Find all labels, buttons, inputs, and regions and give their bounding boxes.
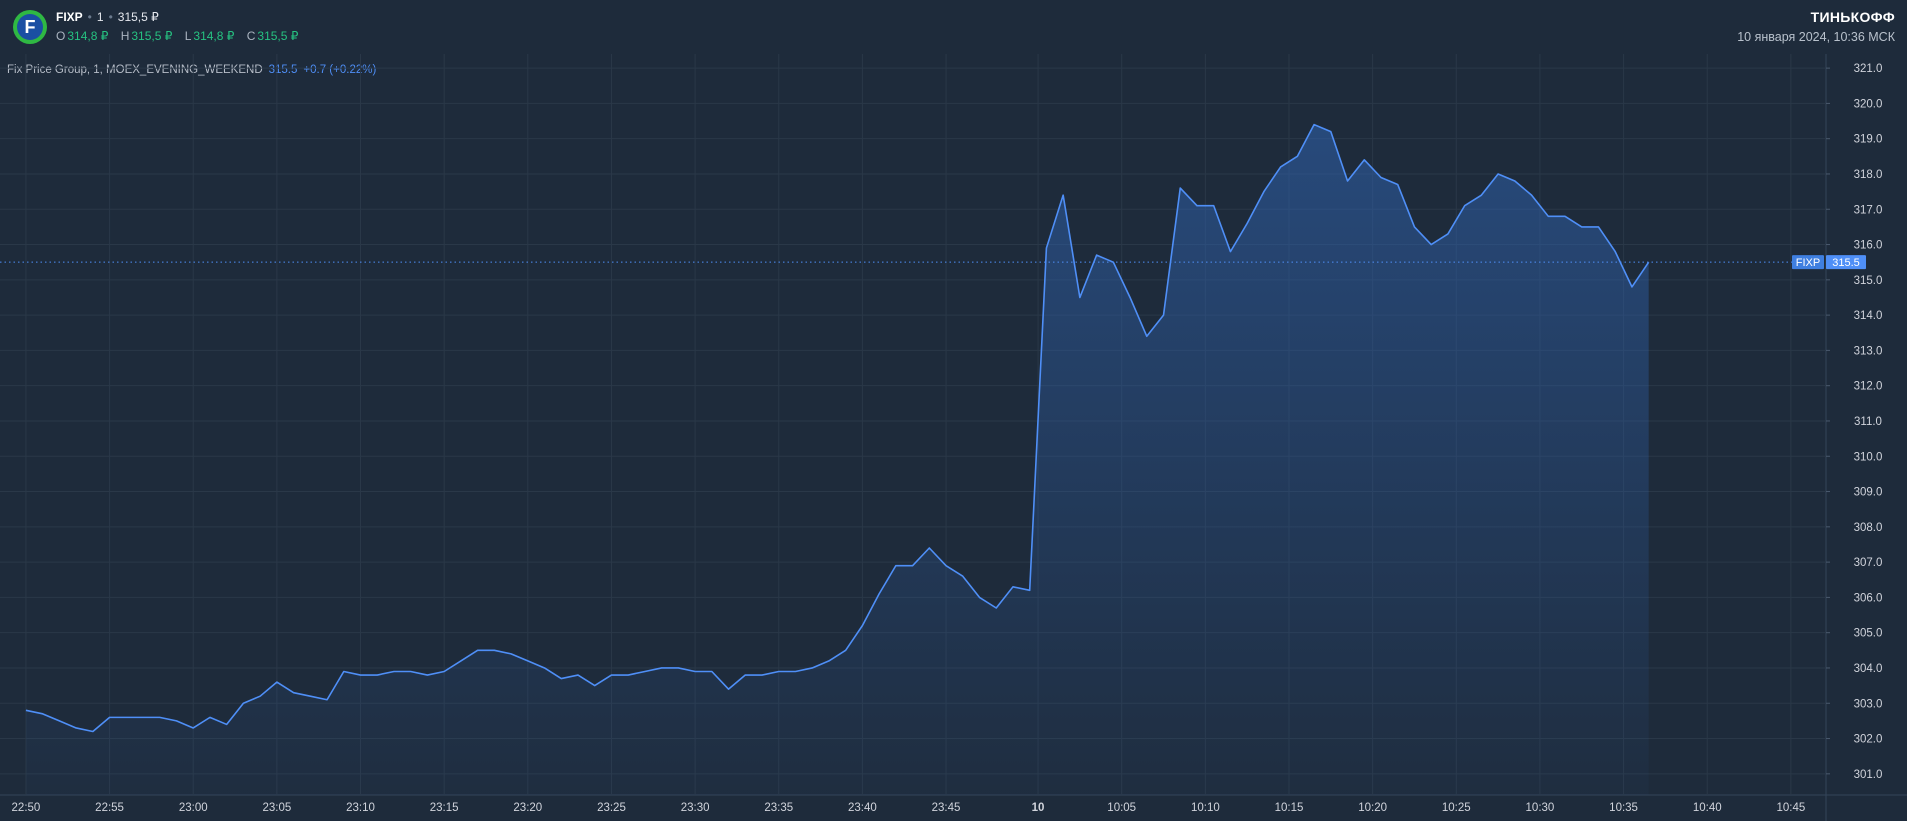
y-tick-label: 319.0 <box>1854 134 1883 146</box>
x-tick-label: 10:30 <box>1526 802 1555 814</box>
y-tick-label: 302.0 <box>1854 734 1883 746</box>
y-tick-label: 321.0 <box>1854 63 1883 75</box>
symbol-line: FIXP • 1 • 315,5 ₽ <box>56 10 159 24</box>
fixprice-logo-icon: F <box>13 10 47 44</box>
x-tick-label: 23:00 <box>179 802 208 814</box>
interval-value[interactable]: 1 <box>96 10 104 24</box>
y-tick-label: 306.0 <box>1854 592 1883 604</box>
y-tick-label: 313.0 <box>1854 345 1883 357</box>
x-tick-label: 23:05 <box>262 802 291 814</box>
x-tick-label: 10:20 <box>1358 802 1387 814</box>
x-tick-label: 23:35 <box>764 802 793 814</box>
y-tick-label: 310.0 <box>1854 451 1883 463</box>
y-tick-label: 301.0 <box>1854 769 1883 781</box>
y-tick-label: 320.0 <box>1854 98 1883 110</box>
x-tick-label: 10 <box>1032 802 1045 814</box>
x-tick-label: 22:50 <box>12 802 41 814</box>
price-tag-value-bg <box>1826 255 1866 270</box>
series-change: +0.7 (+0.22%) <box>303 64 377 76</box>
x-tick-label: 23:45 <box>932 802 961 814</box>
y-tick-label: 315.0 <box>1854 275 1883 287</box>
y-tick-label: 311.0 <box>1854 416 1882 428</box>
current-price: 315,5 ₽ <box>117 10 159 24</box>
price-area-fill <box>25 124 1649 795</box>
series-name: Fix Price Group, 1, MOEX_EVENING_WEEKEND <box>7 64 263 76</box>
low-value: 314,8 ₽ <box>193 29 235 43</box>
ohlc-line: O 314,8 ₽ H 315,5 ₽ L 314,8 ₽ C 315,5 ₽ <box>56 29 307 43</box>
y-tick-label: 318.0 <box>1854 169 1883 181</box>
high-label: H <box>120 29 130 43</box>
y-tick-label: 307.0 <box>1854 557 1883 569</box>
low-label: L <box>184 29 192 43</box>
y-tick-label: 309.0 <box>1854 487 1883 499</box>
x-tick-label: 23:40 <box>848 802 877 814</box>
x-tick-label: 10:05 <box>1107 802 1136 814</box>
y-tick-label: 314.0 <box>1854 310 1883 322</box>
x-tick-label: 10:10 <box>1191 802 1220 814</box>
series-legend: Fix Price Group, 1, MOEX_EVENING_WEEKEND… <box>7 64 376 76</box>
x-tick-label: 10:40 <box>1693 802 1722 814</box>
open-label: O <box>56 29 66 43</box>
timestamp: 10 января 2024, 10:36 МСК <box>1737 30 1895 44</box>
time-axis[interactable]: 22:50 22:55 23:00 23:05 23:10 23:15 23:20 23:25… <box>12 802 1806 814</box>
price-line <box>25 123 1650 733</box>
high-value: 315,5 ₽ <box>131 29 173 43</box>
y-tick-label: 312.0 <box>1854 381 1883 393</box>
ticker-symbol[interactable]: FIXP <box>56 10 83 24</box>
x-tick-label: 10:15 <box>1275 802 1304 814</box>
y-tick-label: 316.0 <box>1854 240 1883 252</box>
y-tick-label: 303.0 <box>1854 698 1883 710</box>
brand-logo-text: ТИНЬКОФФ <box>1810 9 1895 25</box>
y-tick-label: 304.0 <box>1854 663 1883 675</box>
price-tag-ticker-bg <box>1792 255 1824 270</box>
close-label: C <box>246 29 256 43</box>
y-tick-label: 317.0 <box>1854 204 1883 216</box>
series-last-value: 315.5 <box>268 64 298 76</box>
last-price-tag: FIXP 315.5 <box>1792 255 1866 270</box>
x-tick-label: 23:25 <box>597 802 626 814</box>
price-tag-ticker: FIXP <box>1796 257 1820 269</box>
chart-header: F FIXP • 1 • 315,5 ₽ O 314,8 ₽ H 315,5 ₽ L 314,… <box>0 0 1907 54</box>
x-tick-label: 10:45 <box>1776 802 1805 814</box>
x-tick-label: 23:15 <box>430 802 459 814</box>
x-tick-label: 22:55 <box>95 802 124 814</box>
x-tick-label: 23:10 <box>346 802 375 814</box>
x-tick-label: 10:35 <box>1609 802 1638 814</box>
price-tag-value: 315.5 <box>1832 257 1860 269</box>
x-tick-label: 23:20 <box>513 802 542 814</box>
y-tick-label: 305.0 <box>1854 628 1883 640</box>
x-tick-label: 23:30 <box>681 802 710 814</box>
y-tick-label: 308.0 <box>1854 522 1883 534</box>
price-axis[interactable]: 321.0 320.0 319.0 318.0 317.0 316.0 315.0 314.0… <box>1826 63 1882 781</box>
open-value: 314,8 ₽ <box>67 29 109 43</box>
close-value: 315,5 ₽ <box>257 29 299 43</box>
x-tick-label: 10:25 <box>1442 802 1471 814</box>
